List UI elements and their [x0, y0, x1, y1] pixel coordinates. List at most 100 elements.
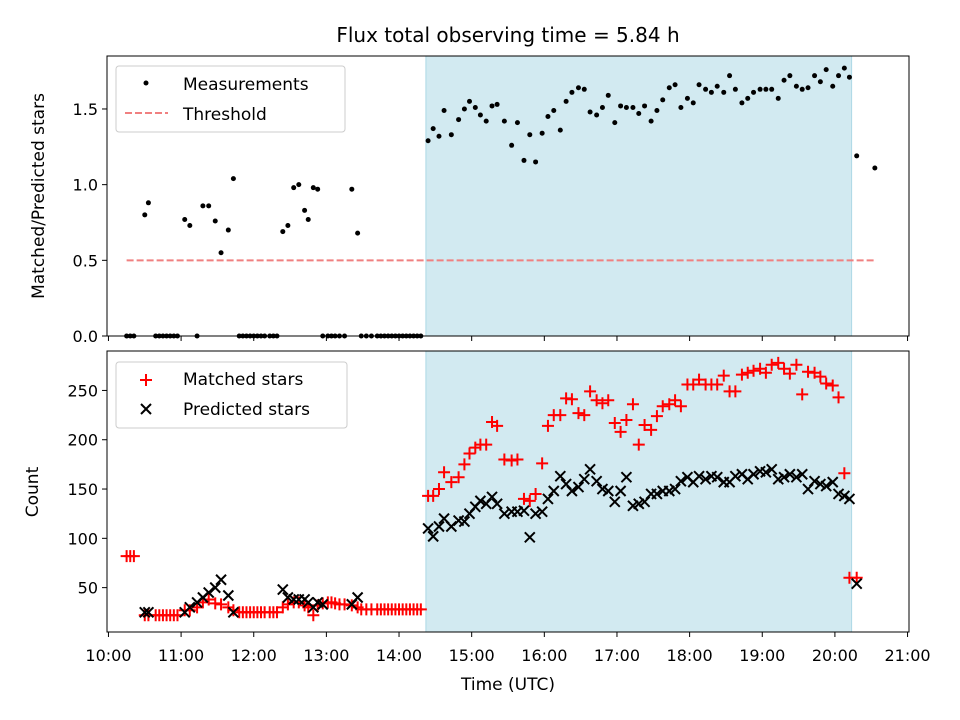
- matched-stars-point: [565, 393, 578, 406]
- measurements-point: [684, 95, 690, 101]
- matched-stars-point: [850, 571, 863, 584]
- legend-measurements-label: Measurements: [183, 75, 309, 95]
- matched-stars-point: [832, 391, 845, 404]
- predicted-stars-point: [711, 471, 723, 483]
- measurements-point: [563, 98, 569, 104]
- y-tick-label: 250: [67, 381, 98, 400]
- x-tick-label: 19:00: [739, 646, 785, 665]
- predicted-stars-point: [142, 606, 155, 618]
- predicted-stars-point: [474, 495, 487, 507]
- matched-stars-point: [511, 453, 524, 466]
- x-tick-label: 18:00: [667, 646, 713, 665]
- predicted-stars-point: [760, 466, 772, 478]
- predicted-stars-point: [566, 485, 578, 497]
- matched-stars-point: [620, 414, 633, 427]
- predicted-stars-point: [614, 485, 627, 497]
- measurements-point: [757, 86, 763, 92]
- measurements-point: [200, 203, 206, 209]
- matched-stars-point: [741, 366, 754, 379]
- matched-stars-point: [826, 379, 839, 392]
- predicted-stars-point: [651, 488, 663, 500]
- matched-stars-point: [650, 410, 663, 423]
- matched-stars-point: [480, 438, 493, 451]
- predicted-stars-point: [609, 496, 621, 508]
- matched-stars-point: [772, 356, 785, 369]
- matched-stars-point: [276, 601, 289, 614]
- measurements-point: [769, 86, 775, 92]
- measurements-point: [142, 212, 148, 218]
- measurements-point: [599, 104, 605, 110]
- measurements-point: [514, 120, 520, 126]
- y-tick-label: 1.0: [73, 176, 98, 195]
- measurements-point: [872, 165, 878, 171]
- measurements-point: [775, 95, 781, 101]
- measurements-point: [212, 218, 218, 224]
- measurements-point: [636, 111, 642, 117]
- predicted-stars-point: [699, 473, 712, 485]
- measurements-point: [187, 223, 193, 229]
- predicted-stars-point: [784, 468, 796, 480]
- measurements-point: [618, 103, 624, 109]
- ratio-y-axis-label: Matched/Predicted stars: [29, 93, 49, 299]
- measurements-point: [230, 176, 236, 182]
- measurements-point: [225, 227, 231, 233]
- axes-frame: [106, 55, 910, 337]
- measurements-point: [533, 159, 539, 165]
- matched-stars-point: [307, 609, 320, 622]
- measurements-point: [732, 86, 738, 92]
- measurements-point: [285, 223, 291, 229]
- matched-stars-point: [717, 369, 730, 382]
- measurements-point: [483, 118, 489, 124]
- legend-predicted-label: Predicted stars: [183, 400, 310, 420]
- measurements-point: [305, 216, 311, 222]
- chart-title: Flux total observing time = 5.84 h: [336, 23, 679, 47]
- matched-stars-point: [790, 358, 803, 371]
- axes-frame: [106, 350, 910, 633]
- measurements-point: [660, 97, 666, 103]
- predicted-stars-point: [184, 601, 196, 614]
- matched-stars-point: [608, 416, 621, 429]
- measurements-point: [781, 77, 787, 83]
- predicted-stars-point: [843, 493, 856, 505]
- measurements-point: [472, 104, 478, 110]
- predicted-stars-point: [693, 470, 705, 482]
- y-tick-label: 150: [67, 480, 98, 499]
- y-tick-label: 50: [78, 579, 98, 598]
- matched-stars-point: [669, 394, 682, 407]
- legend-matched-marker: [140, 374, 152, 386]
- predicted-stars-point: [778, 471, 790, 483]
- measurements-point: [302, 207, 308, 213]
- matched-stars-point: [281, 598, 294, 611]
- matched-stars-point: [632, 438, 645, 451]
- measurements-point: [521, 157, 527, 163]
- predicted-stars-point: [620, 471, 633, 483]
- matched-stars-point: [814, 370, 827, 383]
- measurements-point: [666, 85, 672, 91]
- matched-stars-point: [491, 419, 504, 432]
- predicted-stars-point: [548, 485, 560, 497]
- measurements-point: [690, 100, 696, 106]
- measurements-point: [557, 127, 563, 133]
- matched-stars-point: [747, 364, 760, 377]
- measurements-point: [745, 95, 751, 101]
- matched-stars-point: [517, 492, 530, 505]
- measurements-point: [545, 114, 551, 120]
- matched-stars-point: [711, 378, 724, 391]
- matched-stars-point: [529, 487, 542, 500]
- predicted-stars-point: [209, 581, 221, 594]
- measurements-point: [501, 118, 507, 124]
- x-tick-label: 17:00: [594, 646, 640, 665]
- measurements-point: [466, 98, 472, 104]
- x-tick-label: 16:00: [521, 646, 567, 665]
- measurements-point: [581, 86, 587, 92]
- measurements-point: [654, 107, 660, 113]
- measurements-point: [805, 85, 811, 91]
- measurements-point: [812, 73, 818, 79]
- predicted-stars-point: [529, 507, 542, 520]
- predicted-stars-point: [287, 593, 300, 606]
- count-y-axis-label: Count: [23, 466, 43, 517]
- measurements-point: [310, 185, 316, 191]
- predicted-stars-point: [820, 480, 832, 492]
- measurements-point: [569, 89, 575, 95]
- matched-stars-point: [414, 603, 427, 616]
